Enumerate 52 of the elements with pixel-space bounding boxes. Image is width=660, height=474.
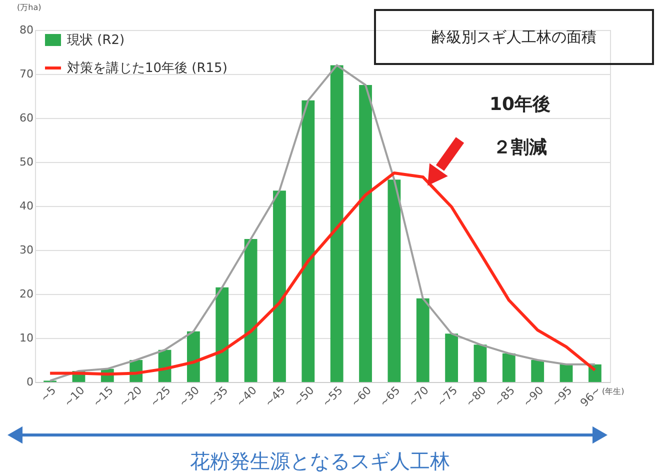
- x-tick-label: ~10: [62, 384, 88, 410]
- y-tick-label: 0: [26, 376, 34, 388]
- x-tick-label: ~20: [118, 384, 145, 410]
- y-tick-label: 80: [20, 24, 34, 36]
- x-tick-label: ~60: [348, 384, 374, 410]
- bar: [416, 298, 430, 382]
- y-axis-title: (万ha): [17, 3, 42, 12]
- bar: [388, 180, 401, 382]
- x-tick-label: ~90: [520, 384, 546, 410]
- bar: [244, 239, 258, 382]
- line-series: [48, 172, 596, 376]
- x-tick-label: ~45: [262, 384, 288, 410]
- y-tick-label: 10: [20, 332, 34, 344]
- x-tick-label: ~70: [406, 384, 432, 410]
- annotation: ２割減: [493, 137, 547, 158]
- y-tick-label: 60: [20, 112, 34, 124]
- y-tick-label: 50: [20, 156, 34, 168]
- x-tick-label: ~5: [38, 384, 59, 404]
- x-tick-label: ~30: [176, 384, 202, 410]
- legend-label: 対策を講じた10年後 (R15): [67, 60, 228, 76]
- x-tick-label: ~65: [377, 384, 403, 410]
- x-tick-label: ~80: [463, 384, 489, 410]
- x-tick-label: ~55: [320, 384, 346, 410]
- annotation: 10年後: [489, 94, 551, 115]
- x-tick-label: 96~: [578, 384, 604, 410]
- bar: [273, 190, 286, 382]
- bar: [216, 287, 229, 382]
- y-tick-label: 30: [20, 244, 34, 256]
- x-tick-label: ~75: [434, 384, 460, 410]
- bar: [302, 100, 315, 382]
- x-tick-label: ~40: [234, 384, 260, 410]
- bar: [445, 334, 458, 382]
- legend-label: 現状 (R2): [67, 33, 125, 48]
- text: 花粉発生源となるスギ人工林: [190, 449, 450, 473]
- bar: [186, 331, 200, 382]
- y-tick-label: 20: [20, 288, 34, 300]
- x-tick-label: ~35: [205, 384, 231, 410]
- x-axis-title: (年生): [602, 387, 624, 396]
- chart-title: 齢級別スギ人工林の面積: [432, 28, 596, 46]
- y-tick-label: 70: [20, 68, 34, 80]
- x-tick-label: ~85: [492, 384, 518, 410]
- x-tick-label: ~95: [549, 384, 575, 410]
- y-tick-label: 40: [20, 200, 34, 212]
- bar: [502, 353, 516, 382]
- bar: [474, 344, 487, 382]
- x-tick-label: ~15: [90, 384, 116, 410]
- bar: [560, 364, 573, 382]
- bar: [330, 65, 344, 382]
- bar: [359, 85, 372, 382]
- x-tick-label: ~50: [291, 384, 317, 410]
- bar: [531, 360, 544, 382]
- x-tick-label: ~25: [148, 384, 174, 410]
